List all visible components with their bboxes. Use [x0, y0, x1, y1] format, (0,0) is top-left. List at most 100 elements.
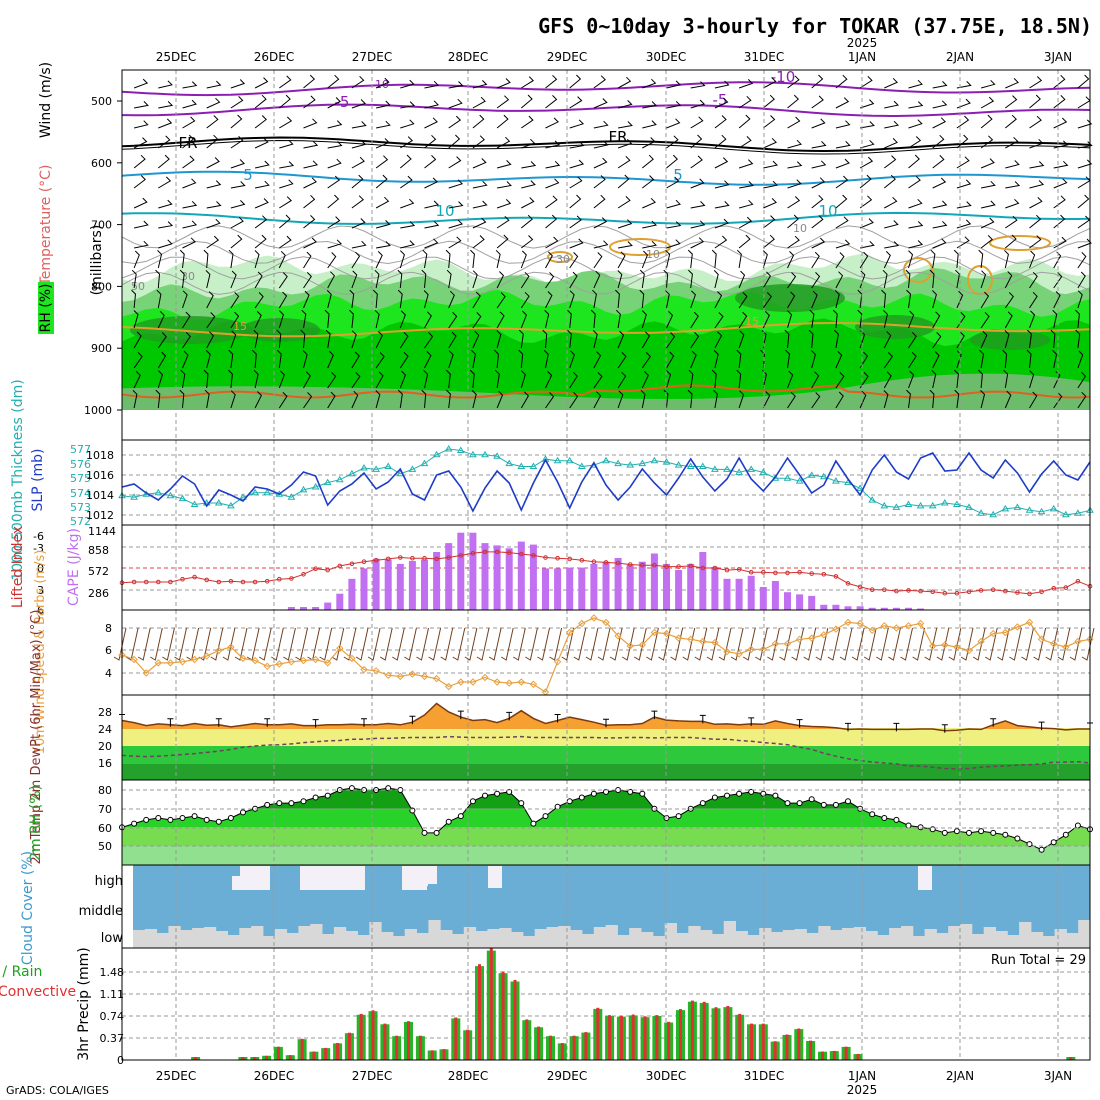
wind-barb-10m: [936, 627, 950, 661]
wind-barb: [953, 249, 959, 269]
cape-tick: 286: [88, 587, 109, 600]
rh-point: [748, 788, 755, 795]
wind-barb: [666, 239, 681, 249]
wind-barb: [375, 196, 390, 209]
wind-barb: [884, 196, 898, 209]
wind-barb: [302, 350, 308, 369]
wind-barb: [521, 161, 537, 169]
wind-barb: [251, 349, 257, 369]
date-label-top: 28DEC: [448, 50, 488, 64]
wind-barb: [545, 291, 553, 309]
wind-barb: [642, 197, 656, 209]
wind-barb: [351, 195, 364, 209]
wind-speed-point: [783, 640, 792, 648]
wind-barb: [179, 389, 185, 409]
wind-barb: [1077, 350, 1084, 369]
thickness-point: [432, 450, 441, 458]
wind-barb: [496, 136, 511, 149]
rh-axis-label-2m: 2m RH (%): [28, 785, 44, 861]
precip-bar-convective: [324, 1047, 328, 1060]
wind-barb: [182, 332, 191, 349]
wind-speed-point: [1062, 643, 1070, 651]
isotherm-15-loop: [903, 257, 933, 283]
wind-barb: [787, 179, 802, 189]
wind-barb: [690, 290, 696, 309]
li-point: [712, 565, 718, 571]
wind-barb: [763, 160, 779, 169]
li-point: [204, 577, 209, 583]
cloud-low-cell: [948, 926, 961, 948]
cape-bar: [844, 606, 852, 610]
wind-barb: [545, 74, 558, 89]
precip-bar-convective: [560, 1043, 564, 1060]
li-tick: 6: [37, 604, 44, 617]
wind-barb: [327, 216, 341, 229]
rh-point: [627, 788, 634, 795]
wind-barb: [956, 331, 965, 349]
contour-label: 15: [233, 320, 247, 333]
wind-speed-point: [820, 631, 828, 639]
wind-barb: [158, 80, 173, 89]
wind-barb: [739, 181, 754, 189]
wind-barb: [955, 269, 960, 289]
precip-bar-convective: [643, 1016, 647, 1060]
thickness-point: [650, 456, 659, 464]
cape-bar: [626, 564, 634, 610]
precip-bar-convective: [679, 1009, 682, 1060]
wind-barb: [472, 291, 481, 309]
temp-minmax-bar: [554, 714, 561, 723]
wind-barb: [351, 351, 360, 369]
slp-tick: 1014: [86, 489, 114, 502]
wind-barb: [593, 270, 601, 289]
wind-barb: [278, 310, 284, 329]
wind-barb: [303, 215, 316, 229]
wind-barb: [327, 158, 342, 169]
temp-minmax-bar: [312, 719, 319, 728]
cloud-low-cell: [357, 935, 370, 948]
wind-barb-10m: [742, 627, 756, 661]
cape-bar: [493, 545, 501, 610]
li-point: [833, 574, 839, 579]
rh-band-0: [122, 846, 1090, 865]
wind-barb-10m: [246, 627, 260, 661]
wind-barb: [518, 329, 524, 349]
wind-barb: [182, 200, 198, 209]
wind-speed-point: [469, 678, 477, 686]
wind-barb: [593, 351, 602, 369]
li-point: [906, 588, 911, 593]
wind-barb: [859, 372, 869, 389]
temp-tick: 28: [98, 706, 112, 719]
wind-barb: [278, 94, 291, 109]
wind-barb: [496, 271, 505, 289]
wind-barb: [424, 238, 439, 249]
wind-barb: [303, 237, 317, 249]
li-point: [131, 579, 137, 585]
wind-barb: [835, 391, 844, 409]
rh-point: [784, 800, 791, 807]
wind-barb: [956, 179, 972, 189]
cape-bar: [602, 561, 610, 610]
wind-barb: [1052, 349, 1058, 369]
wind-barb: [714, 80, 730, 89]
wind-barb-10m: [1033, 627, 1047, 661]
wind-barb: [327, 120, 343, 129]
thickness-point: [1001, 504, 1010, 512]
thickness-point: [251, 488, 259, 496]
wind-barb: [835, 97, 850, 109]
isotherm-freezing-double: [121, 139, 1091, 155]
wind-barb: [593, 194, 606, 209]
cape-bar: [421, 559, 428, 610]
wind-barb: [182, 116, 196, 129]
wind-barb: [569, 194, 582, 209]
wind-barb: [738, 159, 754, 169]
wind-barb-10m: [283, 627, 296, 661]
li-point: [519, 551, 524, 557]
wind-barb: [642, 78, 657, 89]
wind-barb: [424, 177, 438, 189]
wind-barb: [158, 176, 172, 189]
wind-barb: [932, 200, 948, 209]
rh-point: [530, 820, 537, 827]
thickness-point: [783, 474, 792, 481]
wind-barb: [276, 329, 282, 349]
wind-barb-10m: [174, 627, 187, 661]
